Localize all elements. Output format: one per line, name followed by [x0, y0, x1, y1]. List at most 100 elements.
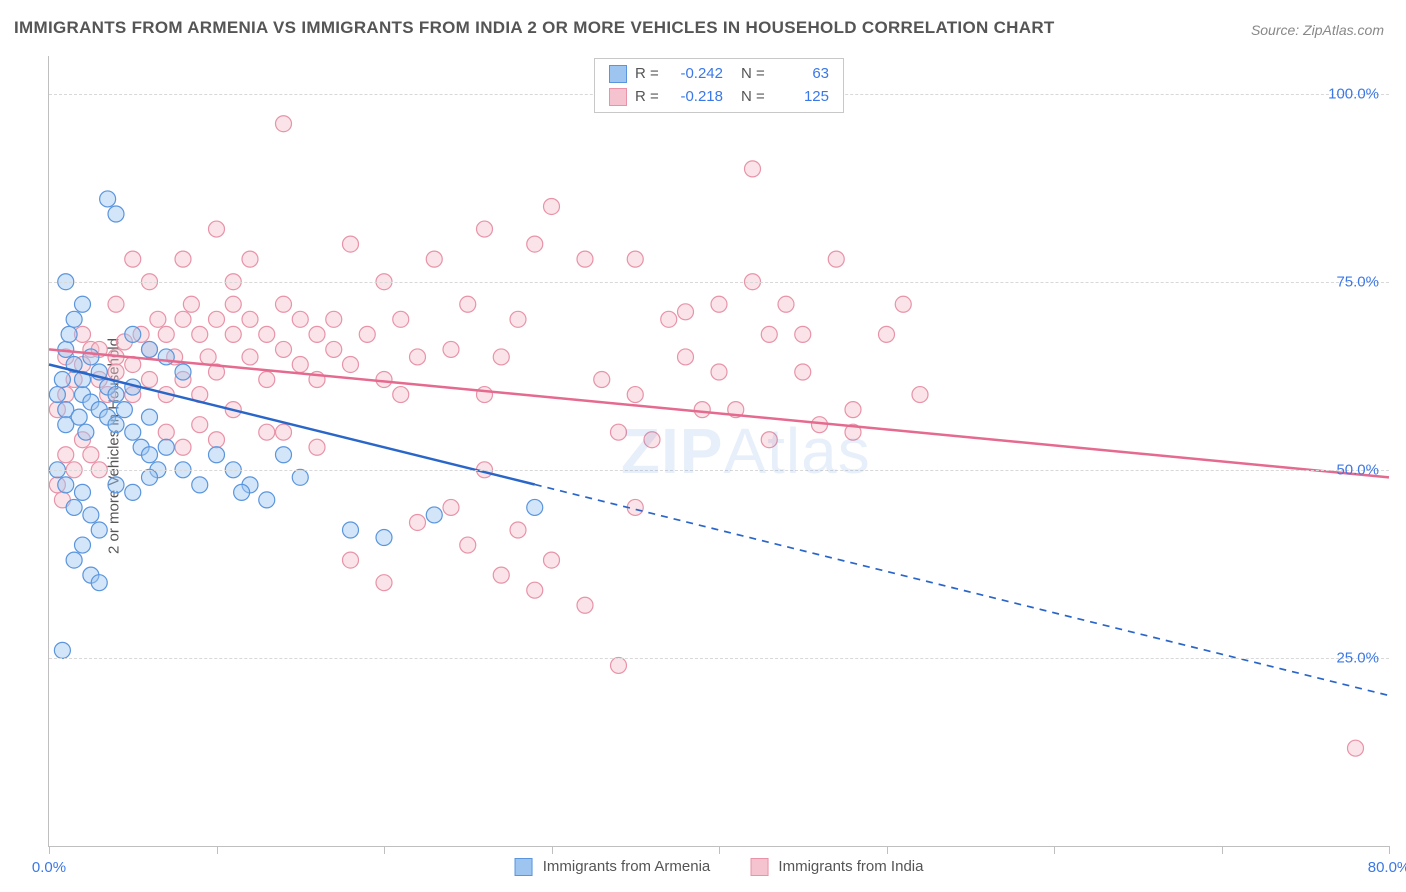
x-tick-label-first: 0.0% — [32, 859, 66, 876]
data-point — [544, 198, 560, 214]
data-point — [510, 522, 526, 538]
data-point — [611, 657, 627, 673]
data-point — [91, 575, 107, 591]
data-point — [678, 349, 694, 365]
legend-swatch-india — [609, 88, 627, 106]
data-point — [493, 567, 509, 583]
data-point — [75, 296, 91, 312]
data-point — [125, 484, 141, 500]
data-point — [61, 326, 77, 342]
data-point — [761, 432, 777, 448]
data-point — [175, 364, 191, 380]
data-point — [376, 372, 392, 388]
data-point — [108, 417, 124, 433]
data-point — [78, 424, 94, 440]
data-point — [359, 326, 375, 342]
gridline — [49, 282, 1389, 283]
data-point — [183, 296, 199, 312]
legend-item-india: Immigrants from India — [750, 858, 923, 876]
data-point — [142, 341, 158, 357]
data-point — [443, 341, 459, 357]
data-point — [276, 341, 292, 357]
data-point — [125, 424, 141, 440]
data-point — [694, 402, 710, 418]
data-point — [242, 251, 258, 267]
data-point — [158, 326, 174, 342]
data-point — [192, 417, 208, 433]
data-point — [125, 326, 141, 342]
data-point — [150, 311, 166, 327]
data-point — [795, 326, 811, 342]
chart-title: IMMIGRANTS FROM ARMENIA VS IMMIGRANTS FR… — [14, 18, 1055, 38]
data-point — [242, 311, 258, 327]
data-point — [108, 296, 124, 312]
data-point — [711, 296, 727, 312]
data-point — [192, 326, 208, 342]
data-point — [527, 582, 543, 598]
data-point — [376, 575, 392, 591]
legend-item-armenia: Immigrants from Armenia — [515, 858, 711, 876]
data-point — [711, 364, 727, 380]
data-point — [142, 372, 158, 388]
data-point — [83, 507, 99, 523]
data-point — [234, 484, 250, 500]
data-point — [142, 469, 158, 485]
data-point — [91, 522, 107, 538]
data-point — [83, 349, 99, 365]
data-point — [343, 552, 359, 568]
data-point — [544, 552, 560, 568]
data-point — [343, 236, 359, 252]
data-point — [661, 311, 677, 327]
x-tick — [1054, 846, 1055, 854]
data-point — [209, 311, 225, 327]
data-point — [125, 251, 141, 267]
legend-row-india: R = -0.218 N = 125 — [609, 86, 829, 109]
data-point — [225, 296, 241, 312]
data-point — [54, 642, 70, 658]
data-point — [158, 349, 174, 365]
data-point — [100, 191, 116, 207]
data-point — [259, 326, 275, 342]
y-tick-label: 100.0% — [1328, 85, 1379, 102]
legend-swatch-india-icon — [750, 858, 768, 876]
data-point — [209, 447, 225, 463]
legend-swatch-armenia — [609, 65, 627, 83]
data-point — [393, 387, 409, 403]
data-point — [259, 372, 275, 388]
gridline — [49, 470, 1389, 471]
series-legend: Immigrants from Armenia Immigrants from … — [515, 858, 924, 876]
data-point — [225, 326, 241, 342]
data-point — [912, 387, 928, 403]
data-point — [71, 409, 87, 425]
data-point — [778, 296, 794, 312]
r-value-india: -0.218 — [673, 86, 723, 109]
data-point — [175, 311, 191, 327]
plot-svg — [49, 56, 1389, 846]
data-point — [66, 311, 82, 327]
data-point — [116, 402, 132, 418]
r-value-armenia: -0.242 — [673, 63, 723, 86]
regression-line-extrapolated — [535, 484, 1389, 695]
data-point — [242, 349, 258, 365]
correlation-legend: R = -0.242 N = 63 R = -0.218 N = 125 — [594, 58, 844, 113]
data-point — [895, 296, 911, 312]
data-point — [761, 326, 777, 342]
data-point — [259, 424, 275, 440]
x-tick — [1222, 846, 1223, 854]
data-point — [410, 349, 426, 365]
plot-area: R = -0.242 N = 63 R = -0.218 N = 125 ZIP… — [48, 56, 1389, 847]
data-point — [276, 296, 292, 312]
data-point — [49, 387, 65, 403]
data-point — [627, 387, 643, 403]
data-point — [745, 161, 761, 177]
data-point — [611, 424, 627, 440]
x-tick — [719, 846, 720, 854]
data-point — [426, 507, 442, 523]
data-point — [292, 311, 308, 327]
y-tick-label: 25.0% — [1336, 649, 1379, 666]
data-point — [66, 499, 82, 515]
data-point — [343, 356, 359, 372]
data-point — [477, 221, 493, 237]
data-point — [577, 597, 593, 613]
data-point — [845, 402, 861, 418]
